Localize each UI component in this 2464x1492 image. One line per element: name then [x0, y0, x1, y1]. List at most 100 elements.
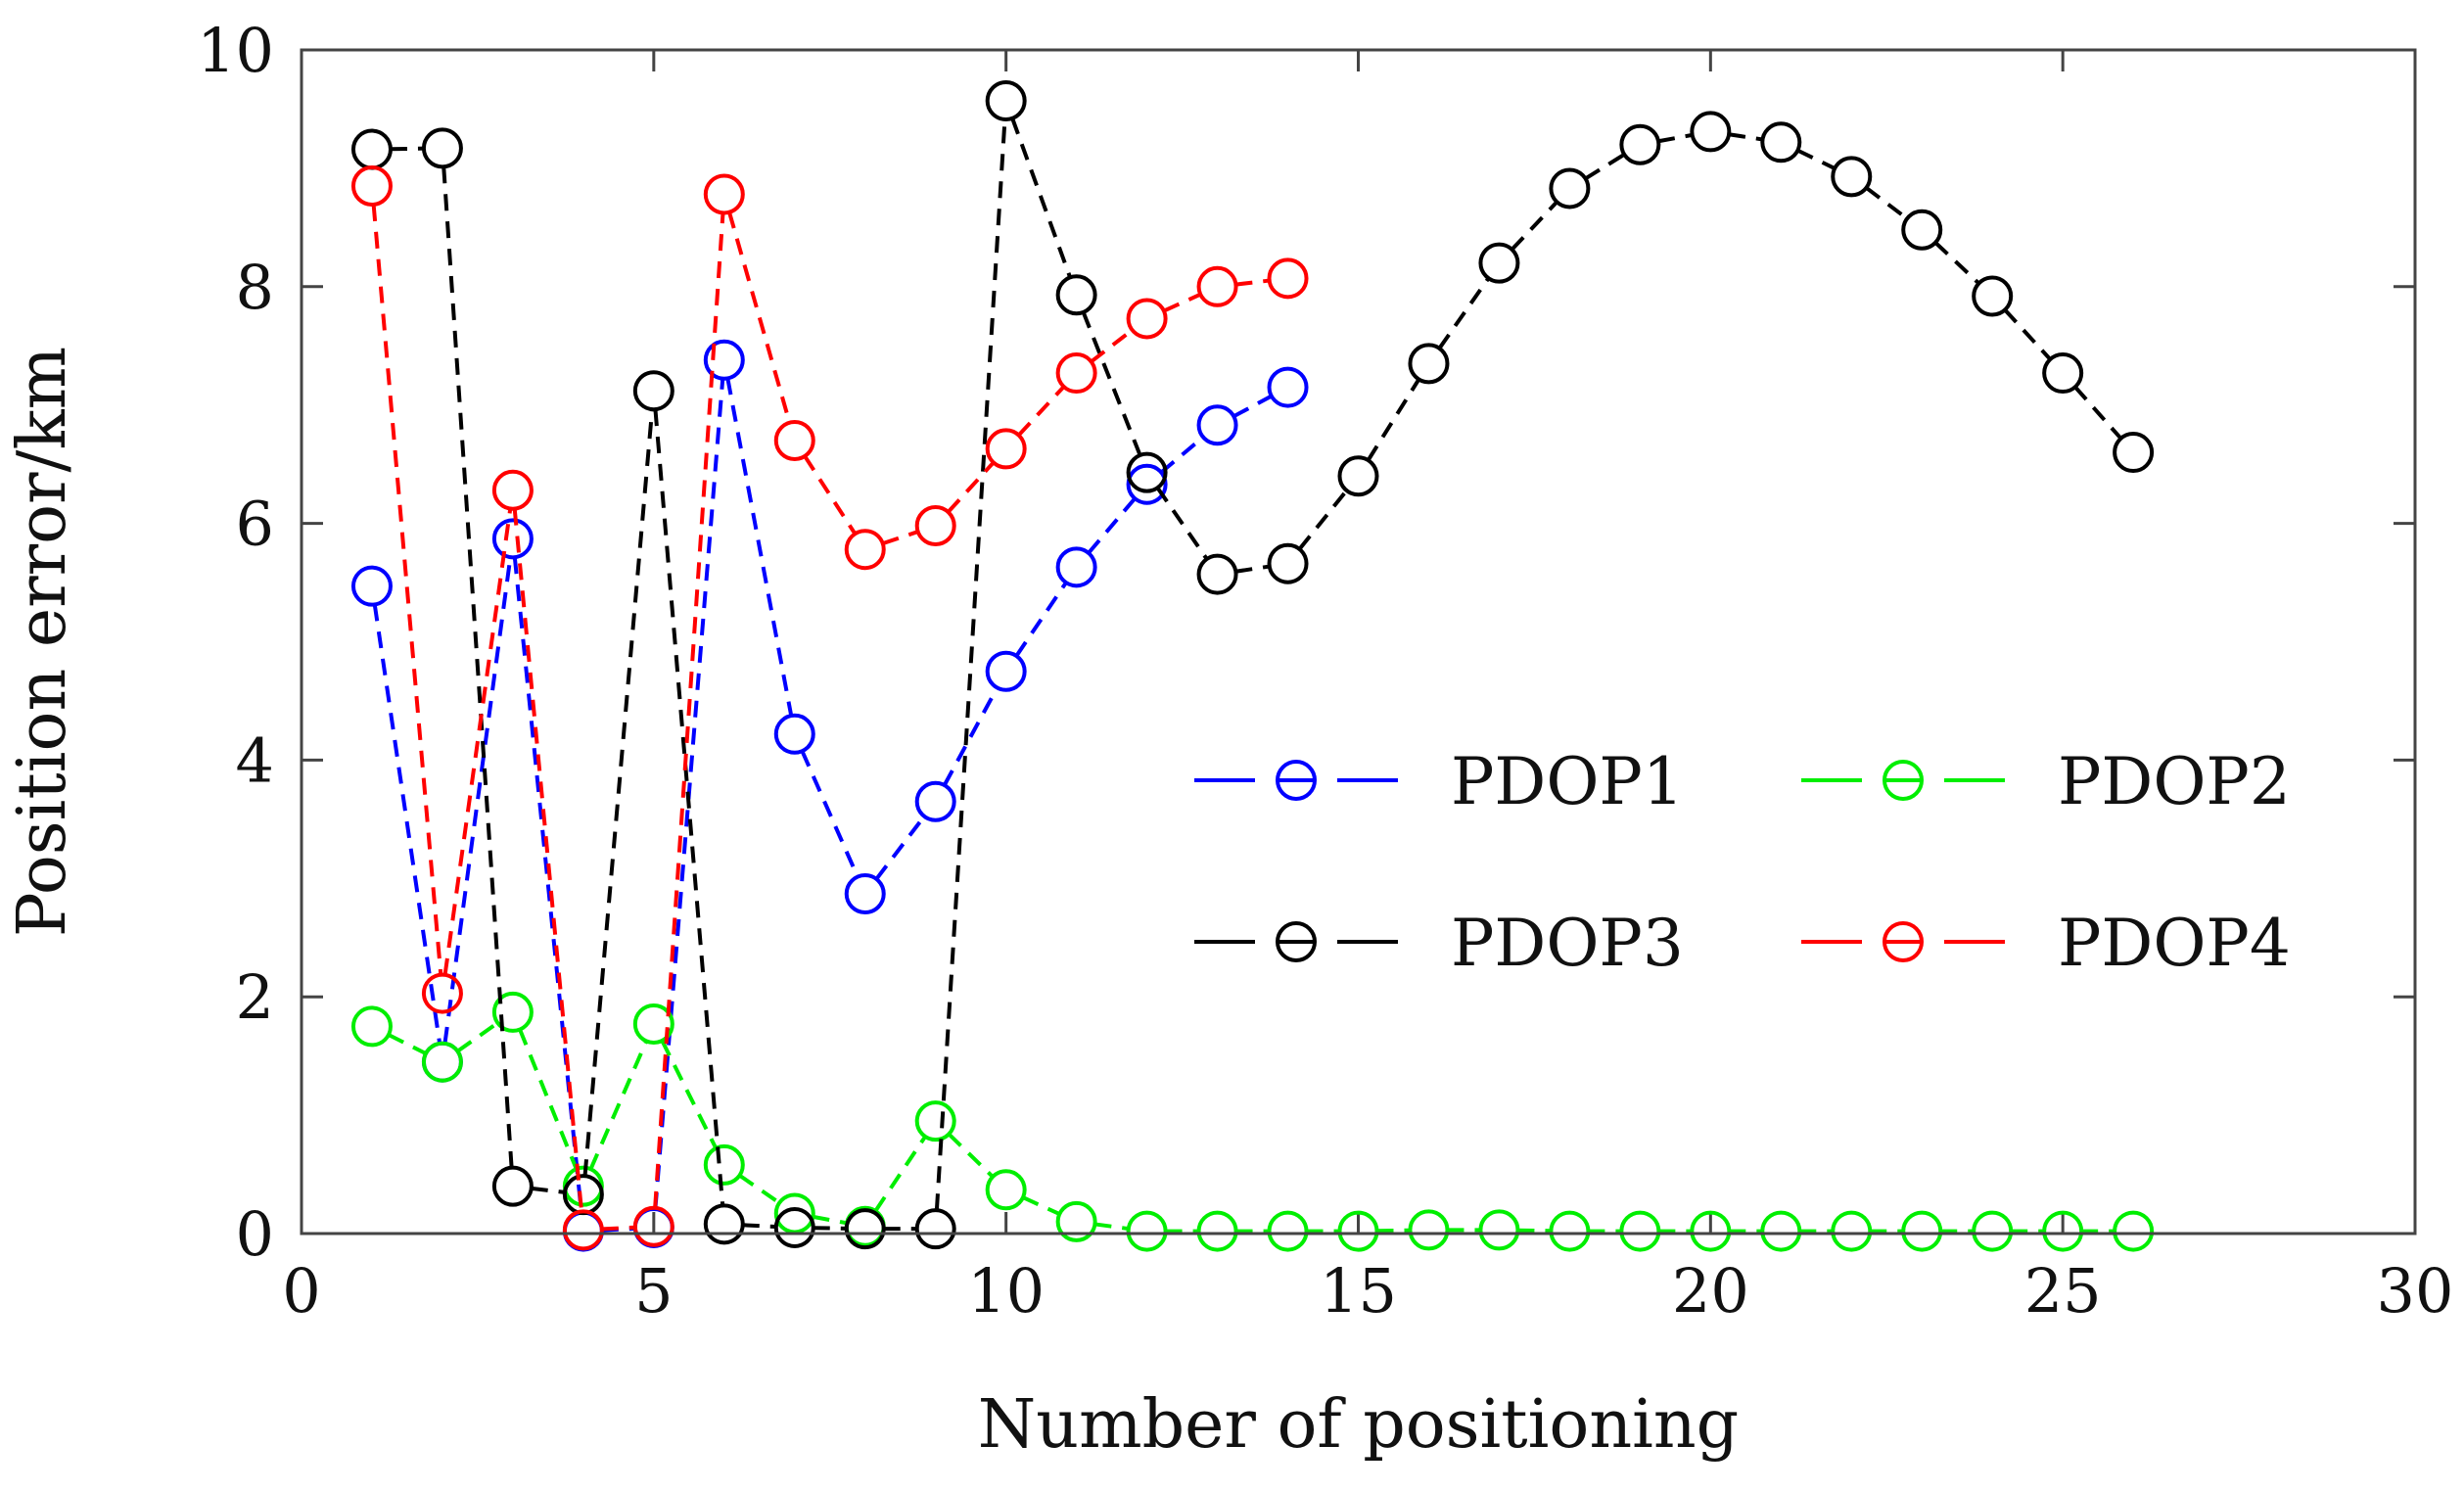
series-line-segment — [653, 408, 725, 1206]
series-line-segment — [942, 686, 1000, 786]
x-tick-label: 15 — [1320, 1255, 1397, 1327]
data-point — [703, 173, 745, 215]
series-line-segment — [442, 166, 514, 1168]
legend-item-pdop4: PDOP4 — [1801, 906, 2291, 981]
x-tick-label: 30 — [2377, 1255, 2454, 1327]
series-line-segment — [803, 454, 858, 536]
data-point — [1267, 542, 1309, 584]
series-line-segment — [1010, 117, 1073, 279]
data-point — [1972, 275, 2014, 317]
series-line-segment — [727, 211, 792, 424]
data-point — [2042, 1210, 2084, 1252]
data-point — [914, 780, 956, 822]
series-line-segment — [601, 1225, 635, 1232]
series-line-segment — [1511, 200, 1558, 252]
data-point — [1337, 455, 1379, 497]
data-point — [1055, 352, 1097, 395]
series-line-segment — [512, 508, 584, 1212]
series-line-segment — [1159, 435, 1205, 475]
x-tick-label: 5 — [634, 1255, 673, 1327]
series-line-segment — [813, 1226, 847, 1231]
x-axis-title: Number of positioning — [978, 1386, 1739, 1464]
data-point — [773, 1192, 815, 1235]
data-point — [914, 505, 956, 547]
data-point — [985, 1169, 1027, 1211]
y-axis-title: Position error/km — [4, 347, 81, 937]
data-point — [1619, 1210, 1661, 1252]
data-point — [1831, 156, 1873, 198]
series-line-segment — [1232, 394, 1273, 419]
data-point — [914, 1208, 956, 1250]
legend-item-pdop1: PDOP1 — [1194, 744, 1684, 819]
series-line-segment — [947, 461, 996, 514]
x-tick-label: 25 — [2024, 1255, 2102, 1327]
data-point — [421, 972, 463, 1014]
data-point — [1901, 1210, 1943, 1252]
data-point — [350, 1005, 393, 1048]
series-line-segment — [1933, 241, 1980, 285]
data-point — [1267, 366, 1309, 408]
data-point — [1760, 1210, 1802, 1252]
series-line-segment — [1584, 153, 1626, 181]
data-point — [2113, 432, 2155, 474]
legend-item-pdop3: PDOP3 — [1194, 906, 1684, 981]
y-tick-label: 4 — [236, 724, 274, 796]
series-line-segment — [1155, 487, 1209, 561]
data-point — [1337, 1210, 1379, 1252]
series-line-segment — [456, 1021, 499, 1053]
legend-label: PDOP3 — [1451, 906, 1684, 981]
series-line-segment — [2003, 308, 2052, 361]
data-point — [491, 1165, 534, 1207]
y-tick-label: 0 — [236, 1198, 274, 1270]
data-point — [1690, 111, 1732, 153]
data-point — [2042, 352, 2084, 395]
series-line-segment — [442, 508, 513, 976]
data-point — [491, 991, 534, 1033]
data-point — [1126, 463, 1168, 505]
series-line-segment — [660, 1040, 719, 1149]
series-line-segment — [874, 815, 926, 881]
ticks-layer: 0 5 10 15 20 25 30 0 2 4 6 8 10 — [197, 15, 2453, 1327]
series-line-segment — [518, 1028, 579, 1170]
y-tick-label: 8 — [236, 252, 274, 323]
series-pdop2 — [350, 991, 2155, 1252]
data-point — [562, 1209, 604, 1251]
data-point — [350, 128, 393, 170]
series-line-segment — [800, 750, 860, 878]
series-line-segment — [1094, 1222, 1130, 1232]
series-line-segment — [653, 212, 725, 1208]
data-point — [773, 713, 815, 755]
series-line-segment — [725, 378, 794, 717]
y-tick-label: 6 — [236, 489, 274, 560]
legend-label: PDOP1 — [1451, 744, 1684, 819]
data-point — [1690, 1210, 1732, 1252]
series-line-segment — [1163, 292, 1202, 313]
series-line-segment — [1517, 1228, 1552, 1234]
series-line-segment — [442, 556, 513, 1045]
series-line-segment — [738, 1174, 781, 1205]
data-point — [2113, 1210, 2155, 1252]
series-line-segment — [1796, 148, 1836, 170]
data-point — [1267, 1210, 1309, 1252]
series-line-segment — [1437, 277, 1491, 350]
series-line-segment — [813, 1214, 848, 1226]
x-tick-label: 20 — [1672, 1255, 1749, 1327]
series-line-segment — [582, 408, 655, 1177]
series-line-segment — [1376, 1228, 1411, 1234]
legend-label: PDOP2 — [2058, 744, 2291, 819]
legend-item-pdop2: PDOP2 — [1801, 744, 2291, 819]
data-point — [1196, 265, 1238, 307]
data-point — [491, 469, 534, 511]
series-line-segment — [388, 1033, 427, 1055]
data-point — [1267, 257, 1309, 300]
data-point — [773, 419, 815, 461]
data-point — [1126, 1210, 1168, 1252]
x-tick-label: 0 — [282, 1255, 320, 1327]
data-point — [1619, 123, 1661, 165]
series-line-segment — [934, 118, 1007, 1211]
data-point — [1408, 343, 1450, 385]
series-line-segment — [1297, 489, 1349, 551]
series-line-segment — [1017, 385, 1066, 437]
series-layer — [350, 79, 2155, 1252]
